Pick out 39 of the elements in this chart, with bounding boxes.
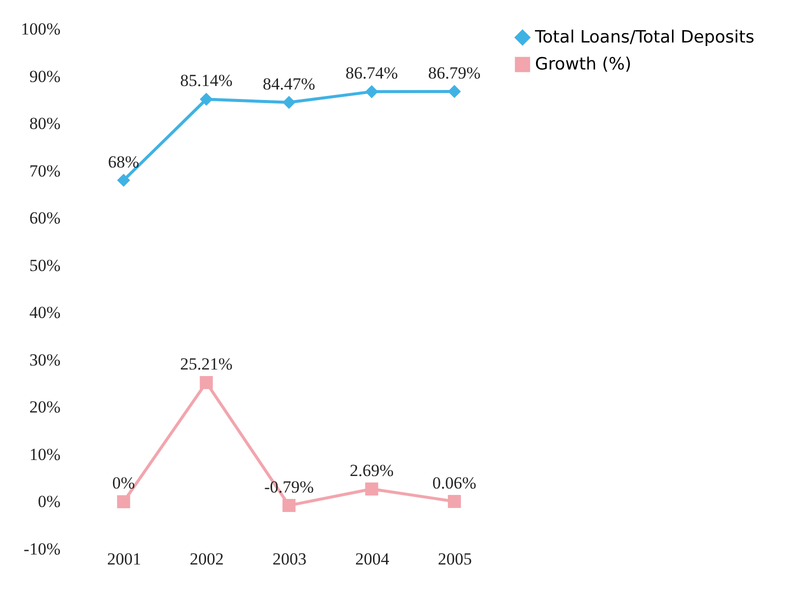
- data-label: 0.06%: [432, 473, 476, 492]
- y-tick-label: 0%: [38, 492, 60, 512]
- point: [117, 495, 130, 508]
- data-label: 25.21%: [180, 354, 233, 374]
- data-label: 2.69%: [350, 461, 394, 480]
- y-tick-label: 70%: [29, 161, 60, 180]
- data-label: 86.79%: [428, 63, 481, 82]
- data-label: 85.14%: [180, 71, 233, 90]
- y-tick-label: 20%: [29, 398, 60, 417]
- x-tick-label: 2001: [107, 550, 142, 568]
- x-tick-label: 2003: [272, 550, 306, 568]
- point: [448, 84, 461, 98]
- point: [117, 174, 130, 187]
- data-label: 84.47%: [262, 74, 316, 94]
- y-tick-label: 10%: [29, 444, 60, 464]
- point: [282, 498, 296, 512]
- point: [200, 376, 213, 390]
- y-tick-label: 30%: [29, 350, 60, 370]
- y-tick-label: -10%: [24, 540, 60, 558]
- y-tick-label: 80%: [29, 114, 60, 134]
- data-label: 68%: [108, 152, 140, 172]
- legend-label: Total Loans/Total Deposits: [534, 28, 755, 48]
- y-tick-label: 50%: [29, 256, 60, 275]
- point: [365, 85, 378, 98]
- point: [448, 494, 461, 508]
- x-tick-label: 2005: [438, 550, 472, 568]
- y-tick-label: 60%: [29, 208, 60, 228]
- y-tick-label: 100%: [20, 20, 60, 38]
- x-tick-label: 2002: [190, 550, 224, 568]
- point: [365, 482, 378, 496]
- x-tick-label: 2004: [355, 550, 390, 568]
- data-label: 0%: [112, 474, 135, 493]
- data-label: 86.74%: [345, 64, 398, 83]
- y-tick-label: 90%: [29, 66, 60, 86]
- point: [200, 92, 213, 106]
- point: [282, 96, 296, 109]
- y-tick-label: 40%: [29, 303, 60, 322]
- data-label: -0.79%: [264, 477, 314, 496]
- legend-label: Growth (%): [535, 54, 632, 74]
